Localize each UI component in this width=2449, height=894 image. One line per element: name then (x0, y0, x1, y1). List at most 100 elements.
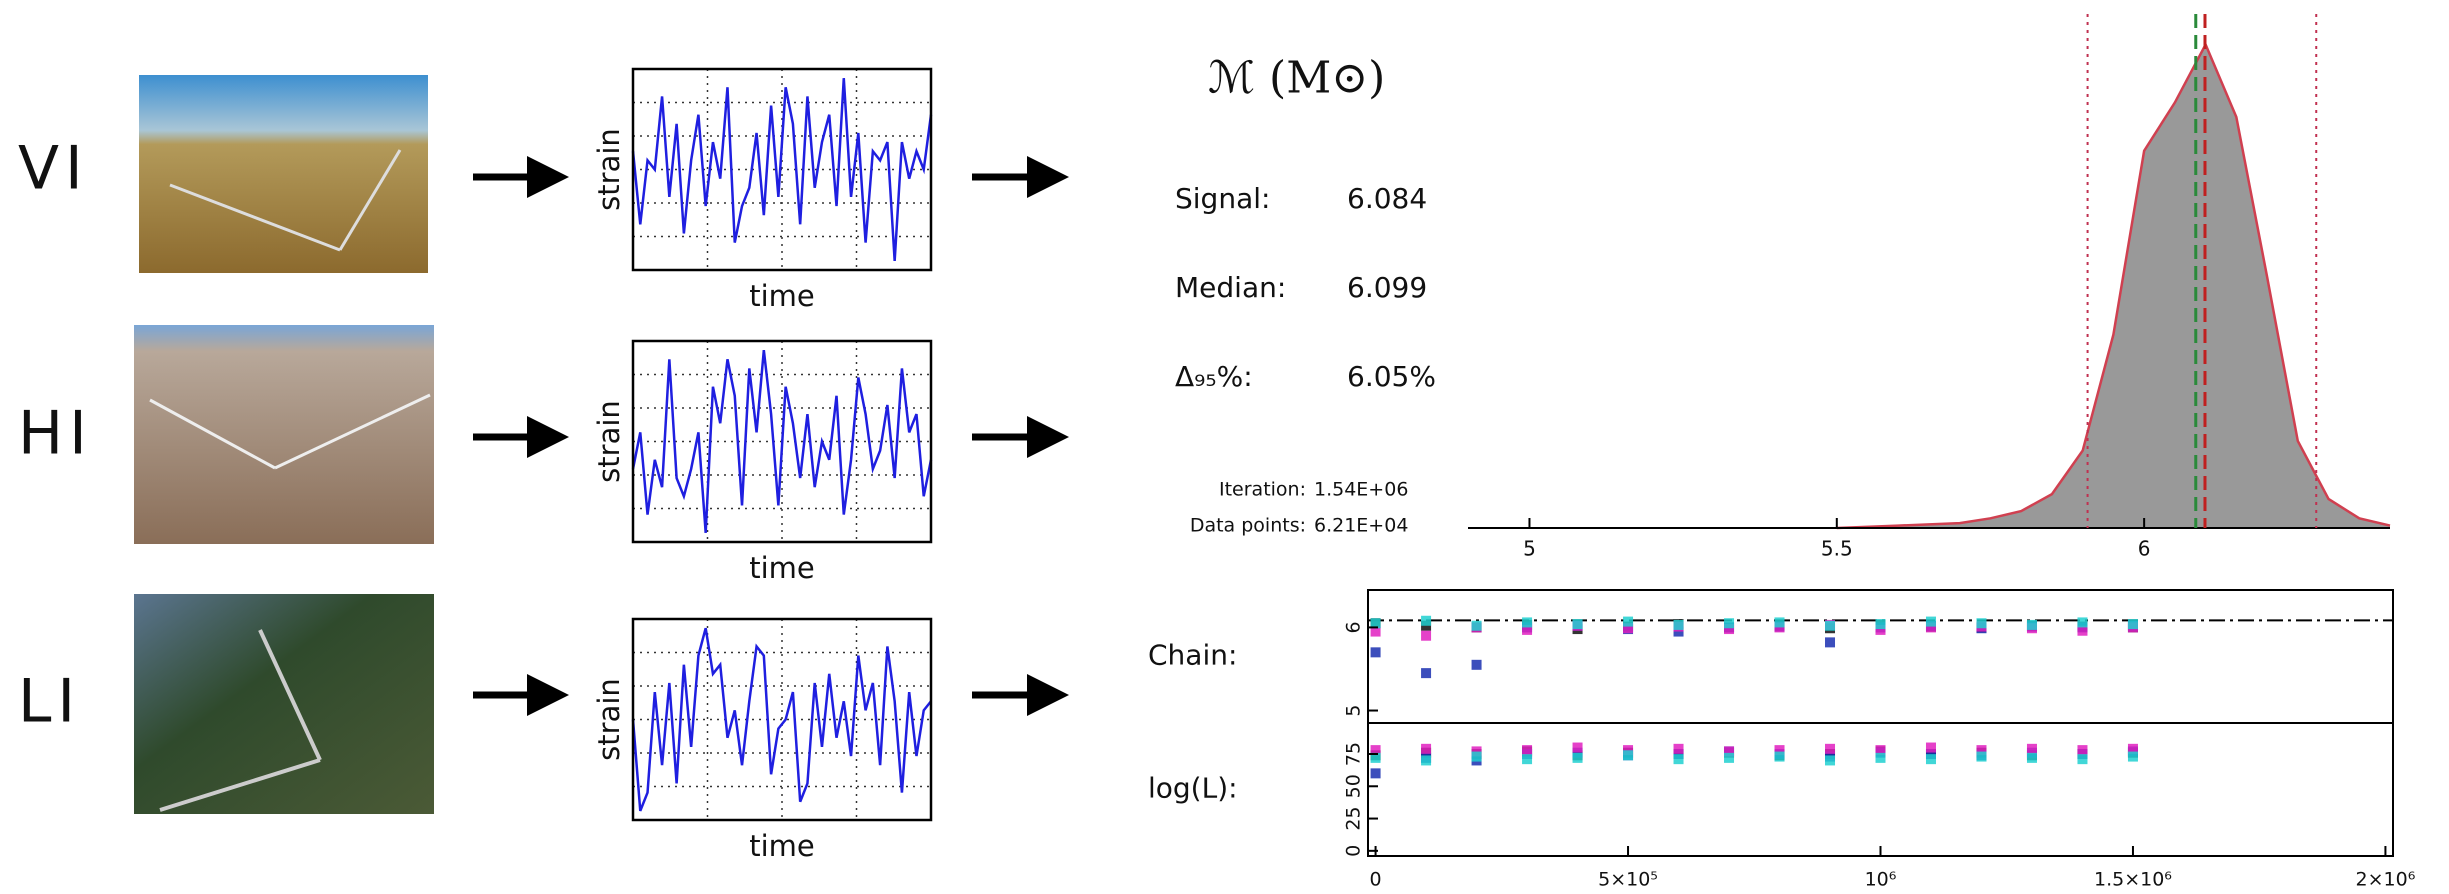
chain-point (1825, 743, 1836, 754)
x-axis-label: time (749, 829, 815, 863)
chain-point (1421, 668, 1432, 679)
y-axis-label: strain (592, 400, 626, 483)
chain-point (1572, 619, 1583, 630)
photo-detail (274, 393, 431, 470)
y-tick-label: 0 (1343, 845, 1365, 857)
chain-point (1925, 616, 1936, 627)
run-label: Data points: (1190, 515, 1306, 537)
detector-label: HI (18, 399, 93, 469)
chain-point (1774, 617, 1785, 628)
y-tick-label: 75 (1343, 742, 1365, 766)
chain-point (1623, 623, 1634, 634)
plot-frame (631, 339, 933, 544)
x-tick-label: 0 (1370, 869, 1382, 891)
chain-point (1925, 622, 1936, 633)
x-tick-label: 2×10⁶ (2356, 869, 2416, 891)
chain-point (1522, 754, 1533, 765)
stat-label: Signal: (1175, 182, 1270, 215)
chain-point (1623, 616, 1634, 627)
chain-point (1421, 615, 1432, 626)
chain-point (1370, 768, 1381, 779)
stat-value: 6.084 (1347, 182, 1427, 215)
chain-point (1471, 751, 1482, 762)
y-axis-label: strain (592, 678, 626, 761)
y-tick-label: 6 (1343, 621, 1365, 633)
chain-point (1875, 619, 1886, 630)
plot-frame (1367, 722, 2394, 857)
photo-virgo (139, 75, 428, 273)
chain-point (2077, 745, 2088, 756)
stat-label: Median: (1175, 271, 1286, 304)
plot-frame (631, 67, 933, 272)
y-tick-label: 5 (1343, 704, 1365, 716)
x-tick-label: 5×10⁵ (1598, 869, 1658, 891)
chain-point (1875, 745, 1886, 756)
chain-point (1673, 748, 1684, 759)
y-axis-label: strain (592, 128, 626, 211)
chain-point (1522, 745, 1533, 756)
chain-point (1370, 618, 1381, 629)
stat-value: 6.05% (1347, 360, 1436, 393)
chain-point (1572, 747, 1583, 758)
panel-label: Chain: (1148, 639, 1237, 672)
chain-point (1421, 743, 1432, 754)
chain-point (1825, 755, 1836, 766)
chain-point (2026, 743, 2037, 754)
run-label: Iteration: (1219, 479, 1306, 501)
photo-detail (159, 758, 321, 812)
chain-point (2127, 619, 2138, 630)
chain-point (1875, 752, 1886, 763)
x-tick-label: 5.5 (1821, 537, 1853, 561)
x-tick-label: 6 (2138, 537, 2151, 561)
y-tick-label: 50 (1343, 774, 1365, 798)
x-tick-label: 5 (1523, 537, 1536, 561)
chain-point (1724, 618, 1735, 629)
x-tick-label: 1.5×10⁶ (2094, 869, 2172, 891)
run-value: 1.54E+06 (1314, 479, 1408, 501)
stat-value: 6.099 (1347, 271, 1427, 304)
strain-line (631, 627, 932, 812)
x-axis-label: time (749, 551, 815, 585)
chain-point (1471, 620, 1482, 631)
chain-point (2026, 752, 2037, 763)
y-tick-label: 25 (1343, 806, 1365, 830)
detector-label: LI (18, 667, 81, 737)
chain-point (1774, 745, 1785, 756)
photo-hanford (134, 325, 434, 544)
posterior-line (1836, 41, 2391, 530)
photo-livingston (134, 594, 434, 814)
chain-point (2077, 625, 2088, 636)
chain-point (1673, 754, 1684, 765)
chain-point (1724, 746, 1735, 757)
chain-point (1370, 647, 1381, 658)
chain-point (1976, 745, 1987, 756)
chain-point (1825, 620, 1836, 631)
chain-point (1875, 624, 1886, 635)
chain-point (2026, 619, 2037, 630)
chain-point (1421, 755, 1432, 766)
chain-point (2127, 743, 2138, 754)
arrows (473, 156, 1069, 716)
posterior-area (1836, 44, 2390, 529)
chain-point (1572, 742, 1583, 753)
chain-point (1925, 748, 1936, 759)
chain-point (2077, 617, 2088, 628)
photo-detail (169, 183, 341, 252)
chain-point (1925, 754, 1936, 765)
parameter-title: ℳ (M⊙) (1208, 53, 1385, 104)
chain-point (2077, 754, 2088, 765)
panel-label: log(L): (1148, 772, 1238, 805)
chain-point (1623, 745, 1634, 756)
strain-line (631, 78, 933, 261)
strain-line (631, 349, 933, 533)
chain-point (1370, 752, 1381, 763)
stat-label: Δ₉₅%: (1175, 360, 1253, 393)
x-axis-label: time (749, 279, 815, 313)
chain-point (1522, 617, 1533, 628)
plot-frame (631, 617, 933, 822)
chain-point (1673, 619, 1684, 630)
chain-point (1724, 624, 1735, 635)
chain-point (1471, 746, 1482, 757)
x-tick-label: 10⁶ (1865, 869, 1897, 891)
